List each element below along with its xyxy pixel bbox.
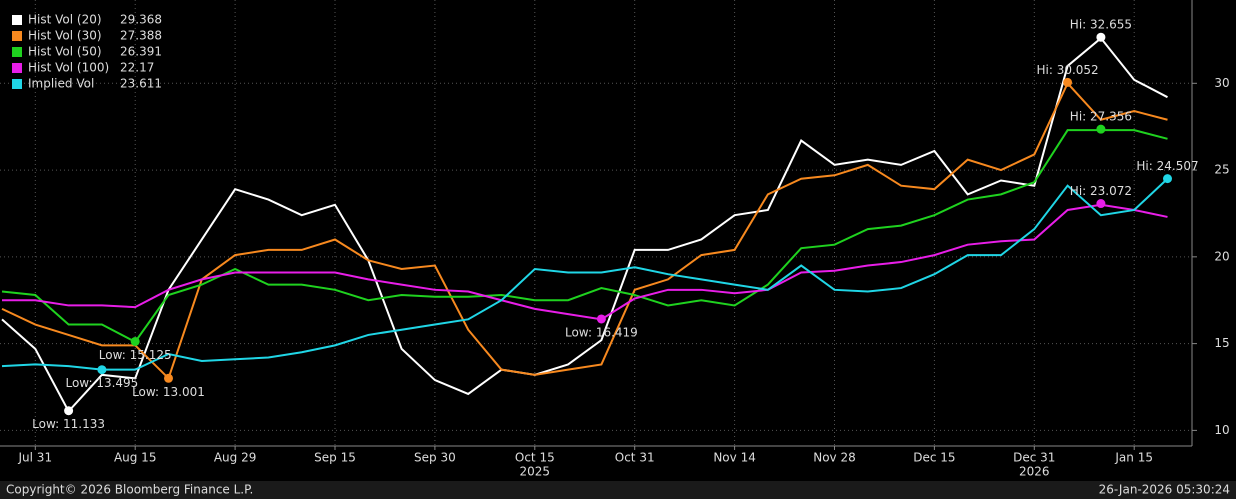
legend-value: 26.391 <box>120 45 162 59</box>
annotation-marker <box>1096 32 1106 42</box>
x-tick-label: Jul 31 <box>18 451 53 465</box>
legend-swatch <box>12 15 22 25</box>
x-tick-label: Nov 28 <box>813 451 856 465</box>
legend-value: 27.388 <box>120 29 162 43</box>
x-tick-label: Sep 15 <box>314 451 356 465</box>
series-line <box>1 178 1169 371</box>
annotation-marker <box>1096 124 1106 134</box>
annotation-label: Low: 13.001 <box>132 385 205 399</box>
annotation-label: Hi: 23.072 <box>1070 184 1132 198</box>
annotation-marker <box>596 314 606 324</box>
annotation-label: Hi: 32.655 <box>1070 18 1132 32</box>
annotation-label: Low: 16.419 <box>565 325 638 339</box>
legend-name: Hist Vol (100) <box>28 61 109 75</box>
x-tick-label: Jan 15 <box>1114 451 1153 465</box>
year-label: 2025 <box>520 465 551 479</box>
legend-swatch <box>12 31 22 41</box>
x-tick-label: Dec 15 <box>913 451 955 465</box>
legend-name: Hist Vol (30) <box>28 29 102 43</box>
annotation-marker <box>130 336 140 346</box>
legend-name: Hist Vol (50) <box>28 45 102 59</box>
legend-swatch <box>12 79 22 89</box>
annotation-label: Hi: 27.356 <box>1070 110 1132 124</box>
legend-name: Hist Vol (20) <box>28 13 102 27</box>
annotation-label: Low: 15.125 <box>99 348 172 362</box>
legend-swatch <box>12 47 22 57</box>
legend-value: 23.611 <box>120 77 162 91</box>
year-label: 2026 <box>1019 465 1050 479</box>
legend-name: Implied Vol <box>28 77 94 91</box>
annotation-marker <box>64 406 74 416</box>
x-tick-label: Dec 31 <box>1013 451 1055 465</box>
annotation-label: Hi: 24.507 <box>1136 159 1198 173</box>
x-tick-label: Aug 29 <box>214 451 257 465</box>
series-line <box>1 81 1168 381</box>
annotation-marker <box>97 365 107 375</box>
x-tick-label: Sep 30 <box>414 451 456 465</box>
legend-swatch <box>12 63 22 73</box>
x-tick-label: Oct 31 <box>615 451 655 465</box>
legend-value: 22.17 <box>120 61 154 75</box>
annotation-marker <box>164 373 173 383</box>
x-tick-label: Aug 15 <box>114 451 157 465</box>
legend-value: 29.368 <box>120 13 162 27</box>
footer-bar <box>0 481 1236 499</box>
annotation-label: Low: 11.133 <box>32 417 105 431</box>
annotation-marker <box>1163 174 1172 184</box>
y-tick-label: 15 <box>1214 336 1229 350</box>
annotation-label: Low: 13.495 <box>65 376 138 390</box>
timestamp: 26-Jan-2026 05:30:24 <box>1099 483 1230 497</box>
annotation-label: Hi: 30.052 <box>1036 63 1098 77</box>
y-tick-label: 30 <box>1214 76 1229 90</box>
annotation-marker <box>1096 199 1106 209</box>
x-tick-label: Oct 15 <box>515 451 555 465</box>
series-line <box>1 129 1168 344</box>
y-tick-label: 25 <box>1214 163 1229 177</box>
series-line <box>2 203 1168 321</box>
copyright: Copyright© 2026 Bloomberg Finance L.P. <box>6 483 253 497</box>
x-tick-label: Nov 14 <box>713 451 756 465</box>
y-tick-label: 10 <box>1214 423 1229 437</box>
y-tick-label: 20 <box>1214 249 1229 263</box>
annotation-marker <box>1063 77 1073 87</box>
series-line <box>1 36 1168 414</box>
